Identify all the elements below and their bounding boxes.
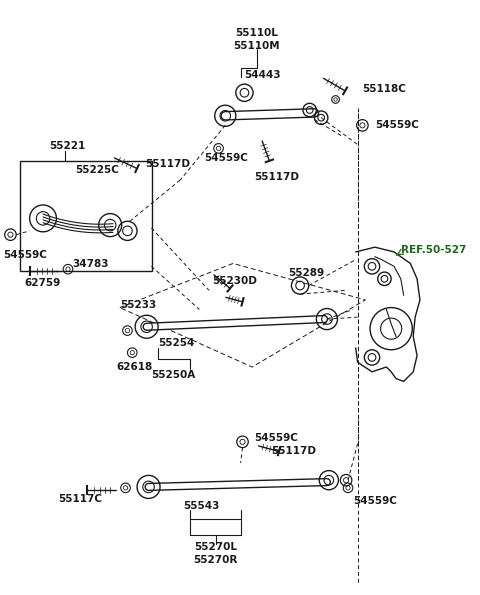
Text: 55221: 55221 (49, 142, 85, 152)
Text: 55117C: 55117C (59, 494, 102, 505)
Text: 55250A: 55250A (151, 369, 196, 380)
Text: 55117D: 55117D (254, 172, 299, 182)
Text: 55270L: 55270L (194, 542, 237, 552)
Text: 55110M: 55110M (234, 41, 280, 51)
Text: 55110L: 55110L (236, 29, 278, 38)
Text: 34783: 34783 (72, 259, 108, 270)
Text: 54559C: 54559C (375, 120, 419, 130)
Text: 55117D: 55117D (144, 159, 190, 169)
Text: 54559C: 54559C (254, 433, 298, 443)
Text: REF.50-527: REF.50-527 (401, 245, 466, 255)
Text: 55118C: 55118C (362, 84, 406, 94)
Text: 55254: 55254 (158, 338, 194, 348)
Text: 54559C: 54559C (353, 496, 396, 506)
Text: 54443: 54443 (244, 70, 281, 80)
Text: 55230D: 55230D (212, 275, 257, 286)
Text: 62618: 62618 (116, 362, 152, 372)
Text: 55543: 55543 (183, 501, 219, 511)
Text: 54559C: 54559C (3, 250, 47, 260)
Text: 54559C: 54559C (204, 153, 248, 163)
Bar (20, 161, 152, 271)
Text: 55270R: 55270R (193, 555, 238, 565)
Text: 55117D: 55117D (271, 446, 316, 456)
Text: 62759: 62759 (24, 278, 60, 287)
Text: 55233: 55233 (120, 300, 156, 309)
Text: 55225C: 55225C (75, 165, 119, 176)
Text: 55289: 55289 (288, 268, 324, 278)
